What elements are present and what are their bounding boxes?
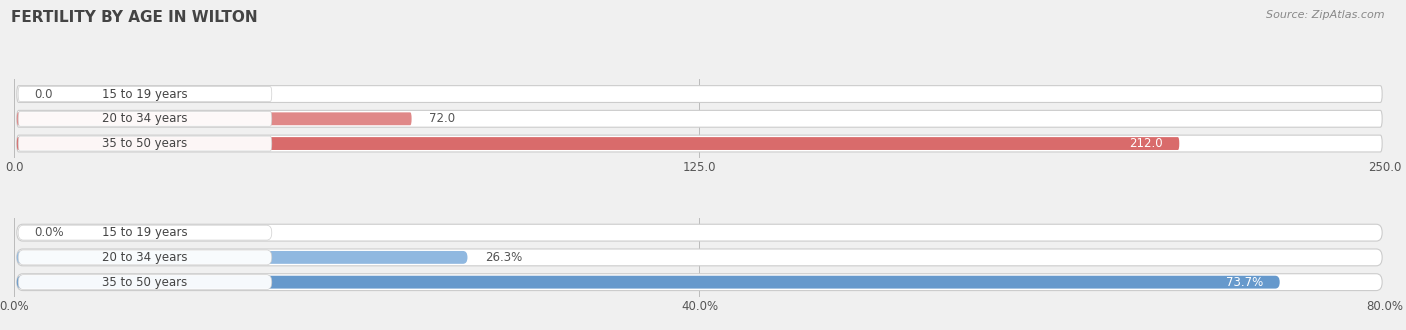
Text: 15 to 19 years: 15 to 19 years (103, 226, 188, 239)
Text: 73.7%: 73.7% (1226, 276, 1263, 289)
FancyBboxPatch shape (18, 250, 271, 265)
FancyBboxPatch shape (18, 225, 271, 240)
FancyBboxPatch shape (18, 275, 271, 290)
FancyBboxPatch shape (17, 276, 1279, 288)
Text: FERTILITY BY AGE IN WILTON: FERTILITY BY AGE IN WILTON (11, 10, 257, 25)
FancyBboxPatch shape (17, 224, 1382, 241)
FancyBboxPatch shape (18, 112, 271, 126)
FancyBboxPatch shape (17, 274, 1382, 291)
FancyBboxPatch shape (17, 137, 1180, 150)
FancyBboxPatch shape (17, 112, 412, 125)
Text: 26.3%: 26.3% (485, 251, 523, 264)
Text: 0.0%: 0.0% (35, 226, 65, 239)
FancyBboxPatch shape (18, 86, 271, 102)
Text: 20 to 34 years: 20 to 34 years (103, 251, 188, 264)
FancyBboxPatch shape (17, 249, 1382, 266)
Text: 15 to 19 years: 15 to 19 years (103, 87, 188, 101)
Text: 20 to 34 years: 20 to 34 years (103, 112, 188, 125)
FancyBboxPatch shape (18, 136, 271, 151)
Text: 72.0: 72.0 (429, 112, 456, 125)
Text: Source: ZipAtlas.com: Source: ZipAtlas.com (1267, 10, 1385, 20)
Text: 212.0: 212.0 (1129, 137, 1163, 150)
Text: 0.0: 0.0 (35, 87, 53, 101)
FancyBboxPatch shape (17, 135, 1382, 152)
FancyBboxPatch shape (17, 85, 1382, 102)
Text: 35 to 50 years: 35 to 50 years (103, 276, 187, 289)
FancyBboxPatch shape (17, 110, 1382, 127)
FancyBboxPatch shape (17, 251, 467, 264)
Text: 35 to 50 years: 35 to 50 years (103, 137, 187, 150)
